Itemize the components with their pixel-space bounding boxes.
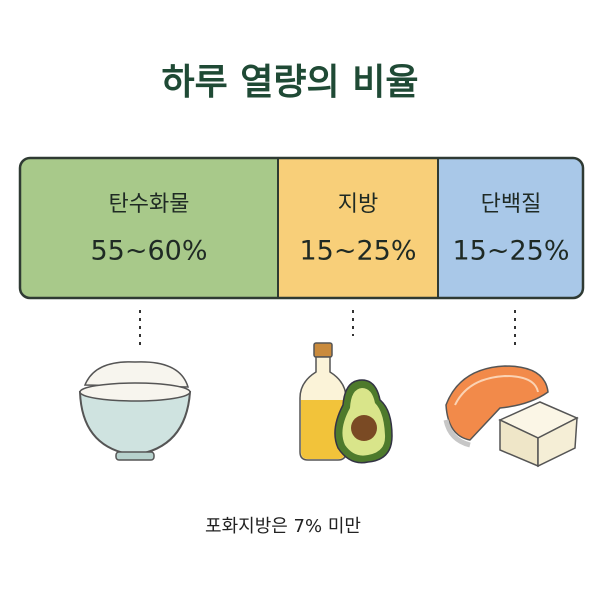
bar-border bbox=[18, 156, 585, 300]
segment-fat bbox=[278, 158, 438, 298]
connectors bbox=[139, 310, 516, 348]
footnote: 포화지방은 7% 미만 bbox=[205, 516, 361, 537]
salmon-icon bbox=[443, 365, 549, 448]
segment-carbs bbox=[20, 158, 278, 298]
rice-bowl-icon bbox=[78, 361, 192, 461]
avocado-icon bbox=[334, 379, 393, 464]
segment-range: 15~25% bbox=[300, 236, 417, 267]
tofu-icon bbox=[498, 401, 579, 468]
segment-protein bbox=[438, 158, 583, 298]
segment-label: 지방 bbox=[338, 192, 378, 217]
segment-range: 55~60% bbox=[91, 236, 208, 267]
segment-range: 15~25% bbox=[453, 236, 570, 267]
segment-label: 탄수화물 bbox=[109, 192, 190, 217]
ratio-bar bbox=[18, 156, 585, 300]
segment-label: 단백질 bbox=[481, 192, 542, 217]
title: 하루 열량의 비율 bbox=[162, 62, 419, 103]
